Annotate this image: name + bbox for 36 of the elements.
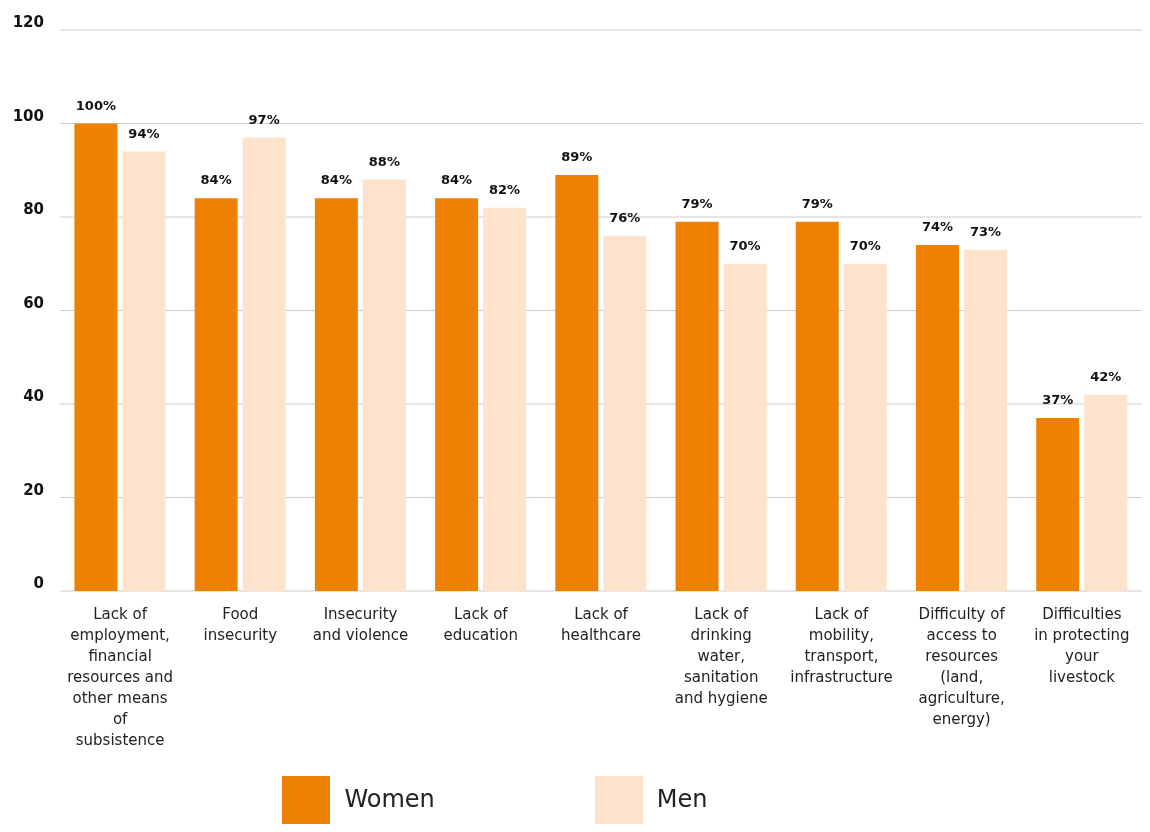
y-tick-label: 80 bbox=[23, 200, 44, 219]
data-label: 84% bbox=[441, 172, 473, 188]
y-tick-label: 100 bbox=[12, 106, 44, 125]
data-label: 74% bbox=[921, 219, 954, 235]
y-tick-label: 60 bbox=[23, 293, 44, 312]
x-tick-label: Lack of drinking water, sanitation and hygiene bbox=[674, 605, 768, 707]
data-label: 42% bbox=[1090, 368, 1122, 384]
x-tick-label: Lack of mobility, transport, infrastructure bbox=[790, 605, 893, 686]
data-label: 73% bbox=[969, 223, 1002, 239]
data-label: 94% bbox=[128, 125, 160, 141]
data-label: 88% bbox=[368, 153, 400, 169]
y-tick-label: 40 bbox=[23, 387, 44, 406]
data-label: 37% bbox=[1042, 392, 1074, 408]
data-label: 76% bbox=[609, 209, 641, 225]
x-tick-label: Difficulty of access to resources (land, agriculture, energy) bbox=[918, 605, 1006, 728]
x-tick-label: Lack of employment, financial resources and other means of subsistence bbox=[67, 605, 173, 749]
x-tick-label: Lack of education bbox=[443, 605, 518, 644]
data-label: 89% bbox=[561, 148, 593, 164]
data-label: 100% bbox=[75, 97, 117, 113]
x-tick-label: Lack of healthcare bbox=[561, 605, 641, 644]
y-tick-label: 20 bbox=[23, 480, 44, 499]
data-label: 82% bbox=[489, 181, 521, 197]
y-tick-label: 0 bbox=[33, 574, 44, 593]
data-label: 70% bbox=[729, 237, 761, 253]
legend-label: Men bbox=[656, 785, 708, 813]
legend-label: Women bbox=[344, 785, 435, 813]
x-tick-label: Difficulties in protecting your livestock bbox=[1034, 605, 1130, 686]
data-label: 84% bbox=[320, 172, 352, 188]
y-tick-label: 120 bbox=[12, 13, 44, 32]
data-label: 70% bbox=[849, 237, 881, 253]
data-label: 79% bbox=[681, 195, 713, 211]
x-tick-label: Insecurity and violence bbox=[312, 605, 409, 644]
data-label: 97% bbox=[248, 111, 280, 127]
x-tick-label: Food insecurity bbox=[203, 605, 278, 644]
data-label: 79% bbox=[801, 195, 833, 211]
data-label: 84% bbox=[200, 172, 232, 188]
